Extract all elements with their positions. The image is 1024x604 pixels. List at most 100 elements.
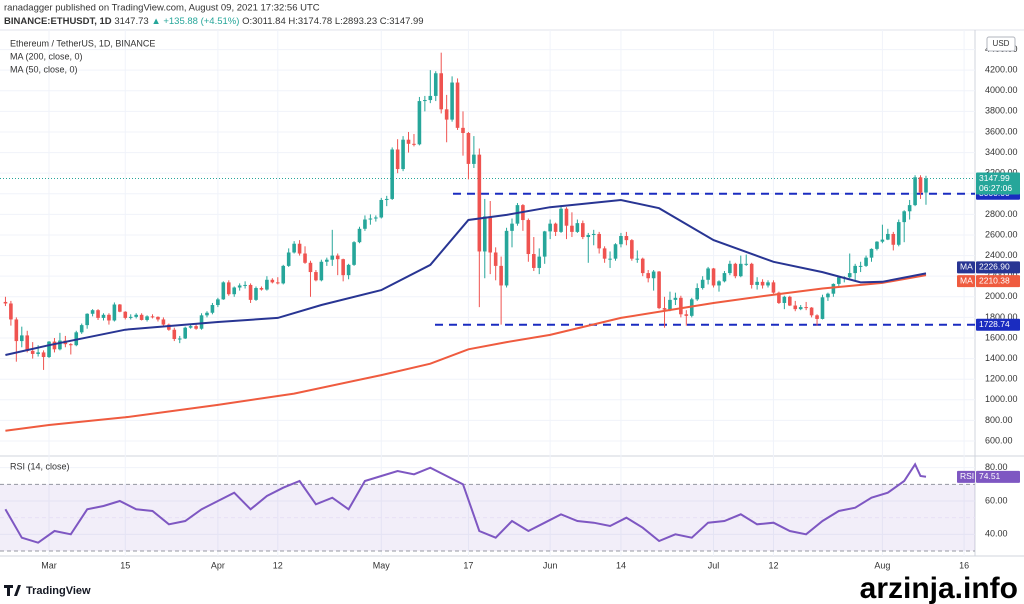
candle-body (553, 223, 558, 232)
series-value: 74.51 (979, 471, 1001, 481)
candle-body (379, 199, 384, 218)
candle-body (880, 239, 885, 242)
candle-body (270, 279, 275, 283)
series-tag-box (957, 470, 975, 483)
candle-body (232, 287, 237, 295)
candle-body (194, 326, 198, 329)
series-value: 2226.90 (979, 262, 1010, 272)
candle-body (450, 82, 454, 120)
candle-body (150, 316, 155, 318)
candle-body (760, 281, 765, 286)
candle-body (771, 282, 776, 293)
candle-body (395, 149, 400, 170)
candle-body (668, 299, 672, 310)
candle-body (831, 283, 836, 294)
y-tick-label: 2800.00 (985, 209, 1018, 219)
candle-body (139, 314, 144, 320)
candle-body (243, 284, 247, 286)
x-tick-label: 16 (959, 560, 969, 570)
candle-body (630, 240, 634, 259)
candle-body (619, 236, 623, 245)
candle-body (25, 335, 30, 351)
candle-body (412, 143, 416, 145)
candle-body (41, 352, 46, 358)
y-tick-label: 800.00 (985, 415, 1013, 425)
candle-body (902, 211, 906, 223)
candle-body (417, 101, 422, 145)
level-label-box (976, 318, 1020, 331)
candle-body (303, 253, 307, 263)
currency-box[interactable] (986, 36, 1016, 52)
y-tick-label: 4200.00 (985, 65, 1018, 75)
candle-body (221, 282, 226, 300)
y-tick-label: 3800.00 (985, 106, 1018, 116)
candle-body (455, 82, 460, 128)
line-series (4, 462, 927, 544)
candle-body (826, 293, 830, 298)
candle-body (406, 139, 411, 144)
series-tag: MA (960, 275, 973, 285)
candle-body (275, 282, 280, 284)
candle-body (738, 263, 743, 277)
candle-body (777, 292, 781, 303)
candle-body (700, 279, 705, 289)
candle-body (875, 241, 879, 249)
candle-body (3, 301, 8, 304)
candle-body (237, 285, 242, 288)
candle-body (357, 228, 362, 243)
candle-body (69, 344, 73, 346)
candle-body (657, 271, 661, 309)
publisher-line: ranadagger published on TradingView.com,… (4, 3, 320, 14)
candle-body (869, 248, 874, 258)
x-tick-label: May (373, 560, 391, 570)
symbol-line: BINANCE:ETHUSDT, 1D 3147.73 ▲ +135.88 (+… (4, 16, 424, 27)
candle-body (226, 282, 231, 295)
candle-body (918, 177, 923, 193)
candle-body (717, 281, 721, 286)
series-value: 2210.38 (979, 275, 1010, 285)
currency: USD (993, 39, 1010, 48)
candle-body (118, 304, 122, 312)
candle-body (286, 252, 291, 266)
candle-body (733, 263, 738, 277)
series-value-box (976, 470, 1020, 483)
candle-body (815, 315, 819, 319)
candle-body (346, 264, 351, 276)
candle-body (281, 265, 286, 284)
candle-body (390, 149, 394, 199)
candle-body (853, 265, 857, 274)
candle-body (439, 73, 444, 110)
series-tag-box (957, 261, 975, 274)
candle-body (9, 303, 13, 320)
candle-body (433, 73, 438, 96)
series-tag: RSI (960, 471, 974, 481)
candle-body (542, 231, 547, 257)
candle-body (112, 304, 117, 321)
change: ▲ +135.88 (+4.51%) (151, 16, 239, 27)
tradingview-logo: TradingView (4, 585, 91, 597)
y-tick-label: 1000.00 (985, 394, 1018, 404)
y-tick-label: 1800.00 (985, 312, 1018, 322)
candle-body (79, 325, 84, 333)
candle-body (564, 208, 569, 226)
candle-body (837, 277, 841, 284)
candle-body (559, 208, 563, 232)
y-tick-label: 600.00 (985, 435, 1013, 445)
candle-body (651, 271, 656, 279)
candle-body (793, 305, 798, 310)
line-series (5, 198, 927, 356)
candle-body (766, 282, 770, 286)
candle-body (319, 261, 324, 281)
candle-body (804, 307, 808, 309)
candle-body (167, 324, 171, 330)
candle-body (608, 258, 612, 260)
candle-body (325, 259, 329, 262)
countdown: 06:27:06 (979, 183, 1012, 193)
candle-body (472, 154, 476, 164)
candle-body (531, 254, 536, 268)
y-tick-label: 2600.00 (985, 229, 1018, 239)
candle-body (210, 305, 215, 313)
legend-ma50: MA (50, close, 0) (10, 64, 78, 74)
candle-body (515, 205, 520, 224)
